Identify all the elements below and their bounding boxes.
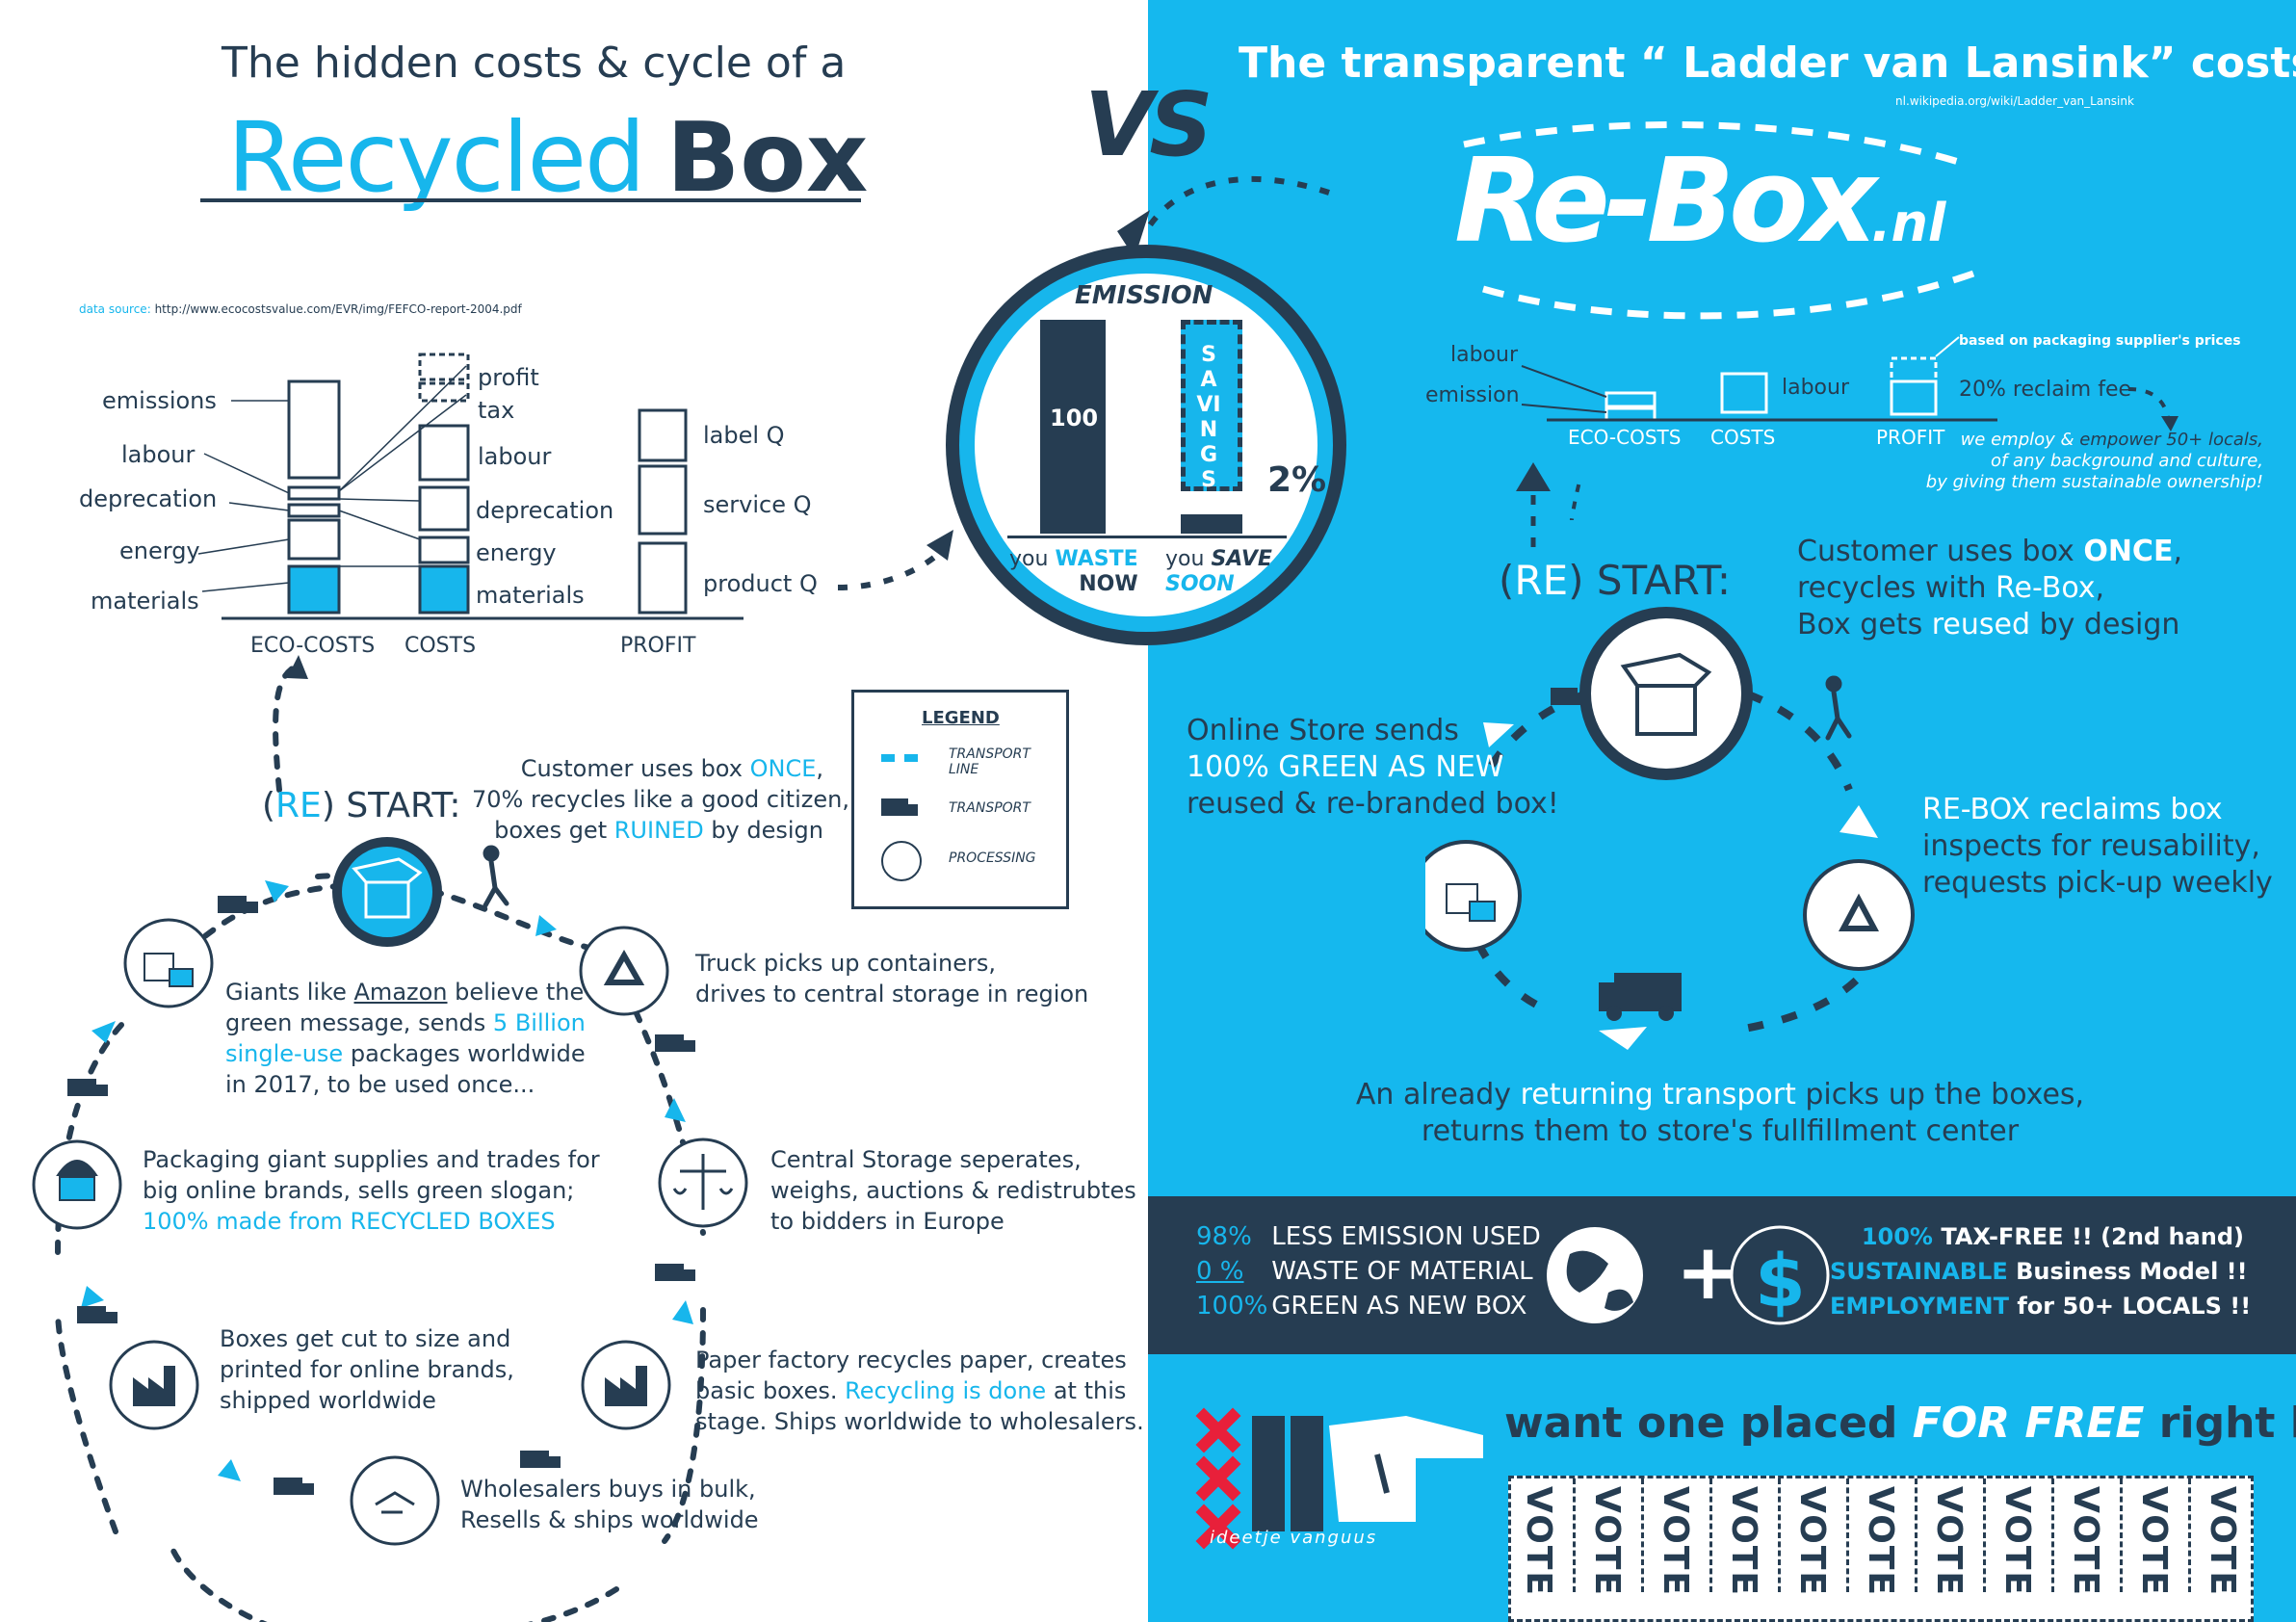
step-wholesalers: Wholesalers buys in bulk, Resells & ships…: [460, 1476, 759, 1533]
mini-axis-eco: ECO-COSTS: [1568, 426, 1682, 449]
legend-title: LEGEND: [922, 708, 1000, 728]
label-deprecation: deprecation: [79, 485, 218, 512]
step-central-storage: Central Storage seperates, weighs, auctio…: [770, 1146, 1136, 1235]
label-profit: profit: [478, 364, 539, 391]
wiki-link[interactable]: nl.wikipedia.org/wiki/Ladder_van_Lansink: [1895, 94, 2134, 108]
label-label-q: label Q: [703, 422, 785, 449]
left-title-box: Box: [666, 101, 869, 214]
rebox-mini-chart: [1521, 336, 2179, 520]
label-costs-labour: labour: [478, 443, 552, 470]
profit-stack: [638, 408, 688, 615]
axis-costs: COSTS: [404, 634, 477, 658]
mini-label-emission: emission: [1425, 383, 1520, 407]
you-waste-now: you WASTE NOW: [1009, 547, 1138, 596]
center-arrows: [837, 175, 1330, 590]
vote-tab[interactable]: VOTE: [1716, 1478, 1781, 1597]
step-paper-factory: Paper factory recycles paper, creates ba…: [695, 1347, 1144, 1435]
data-source-label: data source:: [79, 302, 151, 316]
vote-tab[interactable]: VOTE: [1511, 1478, 1576, 1597]
label-labour: labour: [121, 441, 196, 468]
online-store-text: Online Store sends 100% GREEN AS NEW reu…: [1187, 714, 1559, 821]
label-costs-deprecation: deprecation: [476, 497, 614, 524]
vote-tab[interactable]: VOTE: [1921, 1478, 1986, 1597]
label-costs-energy: energy: [476, 539, 557, 566]
data-source: data source: http://www.ecocostsvalue.co…: [79, 302, 522, 316]
stats-banner: [1148, 1196, 2296, 1354]
waste-bar: [1040, 320, 1106, 534]
brand-mark: [1195, 1407, 1483, 1550]
vs-label: VS: [1084, 73, 1213, 176]
you-save-soon: you SAVE SOON: [1165, 547, 1272, 596]
label-product-q: product Q: [703, 570, 818, 597]
eco-costs-stack: [287, 379, 341, 615]
rebox-cycle: [1425, 607, 1915, 1050]
legend-processing: PROCESSING: [949, 850, 1036, 866]
cta-text: want one placed FOR FREE right here?: [1504, 1399, 2296, 1448]
employ-text: we employ & empower 50+ locals, of any b…: [1925, 430, 2263, 492]
title-underline: [200, 198, 861, 202]
savings-box: [1181, 320, 1242, 491]
step-amazon: Giants like Amazon believe the green mes…: [225, 979, 586, 1098]
axis-eco-costs: ECO-COSTS: [250, 634, 376, 658]
left-restart: (RE) START:: [262, 786, 461, 825]
vote-tab[interactable]: VOTE: [2058, 1478, 2123, 1597]
waste-value: 100: [1050, 405, 1099, 432]
vote-tab[interactable]: VOTE: [1579, 1478, 1644, 1597]
based-on: based on packaging supplier's prices: [1959, 333, 2241, 349]
left-cost-diagram: [197, 353, 744, 620]
reclaims-text: RE-BOX reclaims box inspects for reusabi…: [1922, 793, 2273, 900]
save-value: 2%: [1267, 460, 1327, 500]
stats-icons: + $: [1547, 1225, 1830, 1325]
right-restart: (RE) START:: [1499, 557, 1731, 604]
returning-text: An already returning transport picks up …: [1355, 1078, 2085, 1148]
label-materials: materials: [91, 588, 199, 615]
svg-text:$: $: [1755, 1238, 1806, 1323]
amazon-link[interactable]: Amazon: [353, 979, 448, 1006]
mini-label-reclaim-fee: 20% reclaim fee: [1959, 378, 2132, 402]
brand-name: ideetje vanguus: [1210, 1528, 1378, 1548]
rebox-restart-arrow: [1516, 462, 1551, 559]
mini-axis-costs: COSTS: [1710, 426, 1776, 449]
left-title-line1: The hidden costs & cycle of a: [222, 39, 847, 88]
vote-tab[interactable]: VOTE: [1990, 1478, 2054, 1597]
left-restart-re: RE: [275, 786, 322, 825]
label-tax: tax: [478, 397, 515, 424]
savings-label: SAVINGS: [1196, 343, 1221, 492]
stats-left: 98% LESS EMISSION USED 0 % WASTE OF MATE…: [1196, 1222, 1541, 1321]
label-energy: energy: [119, 537, 200, 564]
label-service-q: service Q: [703, 491, 812, 518]
vote-tab[interactable]: VOTE: [2126, 1478, 2191, 1597]
mini-label-labour: labour: [1450, 343, 1519, 367]
step-truck-pickup: Truck picks up containers, drives to cent…: [695, 950, 1089, 1007]
legend-transport-line: TRANSPORT LINE: [949, 746, 1031, 777]
vote-tab[interactable]: VOTE: [1648, 1478, 1712, 1597]
save-bar: [1181, 514, 1242, 534]
vote-strip: VOTE VOTE VOTE VOTE VOTE VOTE VOTE VOTE …: [1508, 1476, 2254, 1622]
vote-tab[interactable]: VOTE: [2203, 1486, 2242, 1597]
left-start-desc: Customer uses box ONCE, 70% recycles lik…: [472, 755, 849, 844]
axis-profit: PROFIT: [620, 634, 696, 658]
label-costs-materials: materials: [476, 582, 585, 609]
emission-title: EMISSION: [1075, 281, 1213, 310]
mini-label-costs-labour: labour: [1782, 376, 1850, 400]
plus-sign: +: [1676, 1227, 1740, 1317]
rebox-logo: Re-Box.nl: [1454, 135, 1946, 269]
costs-stack: [418, 353, 470, 615]
label-emissions: emissions: [102, 387, 217, 414]
left-restart-text: START:: [346, 786, 461, 825]
right-start-desc: Customer uses box ONCE, recycles with Re…: [1797, 535, 2182, 641]
left-title-recycled: Recycled: [227, 101, 645, 214]
vote-tab[interactable]: VOTE: [1785, 1478, 1849, 1597]
legend-transport: TRANSPORT: [949, 800, 1031, 816]
mini-axis-profit: PROFIT: [1876, 426, 1945, 449]
step-packaging-giant: Packaging giant supplies and trades for b…: [143, 1146, 600, 1235]
left-cycle-diagram: [32, 655, 748, 1622]
legend: LEGEND TRANSPORT LINE TRANSPORT PROCESSI…: [851, 690, 1069, 909]
vote-tab[interactable]: VOTE: [1853, 1478, 1918, 1597]
step-cut-to-size: Boxes get cut to size and printed for onl…: [220, 1325, 514, 1414]
right-title: The transparent “ Ladder van Lansink” co…: [1239, 39, 2296, 88]
data-source-link[interactable]: http://www.ecocostsvalue.com/EVR/img/FEF…: [154, 302, 522, 316]
stats-right: 100% TAX-FREE !! (2nd hand) SUSTAINABLE …: [1830, 1223, 2252, 1320]
